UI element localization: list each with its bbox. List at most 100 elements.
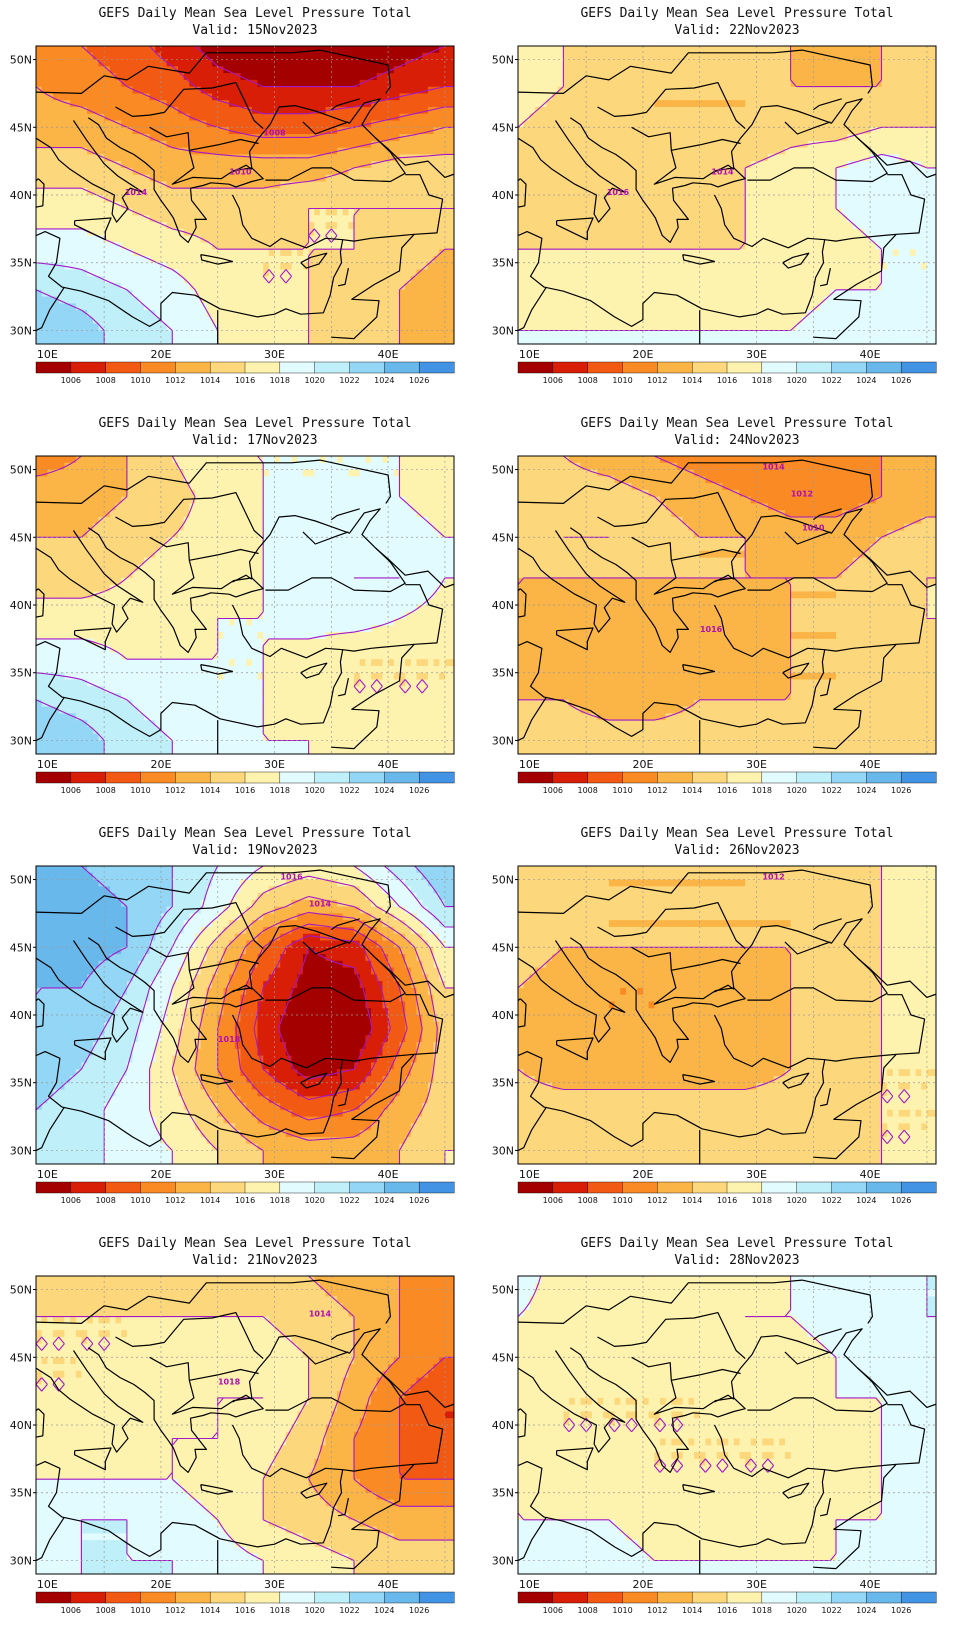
lat-tick-label: 30N: [492, 734, 514, 747]
lat-tick-label: 50N: [492, 54, 514, 67]
colorbar-label: 1022: [821, 1196, 841, 1205]
panel-title: GEFS Daily Mean Sea Level Pressure Total: [36, 6, 474, 22]
colorbar-label: 1026: [409, 1196, 429, 1205]
lat-tick-label: 50N: [492, 1284, 514, 1297]
panel-valid-date: Valid: 28Nov2023: [518, 1253, 956, 1269]
panel-valid-date: Valid: 24Nov2023: [518, 433, 956, 449]
lat-tick-label: 35N: [10, 257, 32, 270]
colorbar-label: 1020: [786, 1196, 806, 1205]
pressure-field: [36, 866, 454, 1164]
lat-tick-label: 45N: [492, 941, 514, 954]
colorbar-label: 1006: [61, 1196, 81, 1205]
colorbar-label: 1016: [235, 786, 255, 795]
colorbar-label: 1014: [200, 376, 220, 385]
lat-tick-label: 40N: [492, 1419, 514, 1432]
colorbar-label: 1022: [339, 1606, 359, 1615]
isobar-label: 1016: [607, 188, 630, 197]
colorbar-label: 1022: [821, 376, 841, 385]
isobar-label: 1016: [280, 873, 303, 882]
colorbar-label: 1018: [270, 786, 290, 795]
lon-tick-label: 20E: [150, 758, 171, 771]
colorbar-label: 1026: [891, 1196, 911, 1205]
lon-tick-label: 40E: [860, 1578, 881, 1591]
lat-tick-label: 30N: [492, 324, 514, 337]
colorbar-label: 1008: [95, 376, 115, 385]
colorbar-label: 1026: [891, 786, 911, 795]
lat-tick-label: 40N: [492, 599, 514, 612]
colorbar: 1006 1008 1010 1012 1014 1016 1018 1020 1022 1024…: [35, 361, 455, 385]
lat-tick-label: 50N: [492, 874, 514, 887]
lat-tick-label: 35N: [492, 667, 514, 680]
colorbar-label: 1020: [786, 376, 806, 385]
colorbar-label: 1010: [612, 786, 632, 795]
lat-tick-label: 35N: [492, 1487, 514, 1500]
lat-tick-label: 45N: [10, 121, 32, 134]
lat-tick-label: 30N: [10, 1554, 32, 1567]
pressure-field: [36, 46, 454, 344]
lat-tick-label: 30N: [492, 1554, 514, 1567]
lat-tick-label: 35N: [10, 667, 32, 680]
colorbar: 1006 1008 1010 1012 1014 1016 1018 1020 1022 1024…: [35, 771, 455, 795]
colorbar-label: 1018: [270, 1606, 290, 1615]
lat-tick-label: 50N: [10, 874, 32, 887]
colorbar-label: 1024: [856, 376, 876, 385]
colorbar-label: 1022: [339, 1196, 359, 1205]
lat-tick-label: 40N: [10, 189, 32, 202]
colorbar: 1006 1008 1010 1012 1014 1016 1018 1020 1022 1024…: [35, 1181, 455, 1205]
colorbar: 1006 1008 1010 1012 1014 1016 1018 1020 1022 1024…: [517, 1181, 937, 1205]
isobar-label: 1014: [711, 168, 734, 177]
colorbar-label: 1010: [130, 786, 150, 795]
lat-tick-label: 50N: [10, 1284, 32, 1297]
isobar-label: 1014: [762, 463, 785, 472]
colorbar-label: 1014: [200, 1606, 220, 1615]
isobars: [518, 1276, 936, 1562]
lat-tick-label: 35N: [492, 1077, 514, 1090]
colorbar-label: 1006: [543, 786, 563, 795]
colorbar-label: 1024: [374, 786, 394, 795]
lat-tick-label: 35N: [10, 1077, 32, 1090]
panel-title: GEFS Daily Mean Sea Level Pressure Total: [36, 416, 474, 432]
colorbar-label: 1026: [409, 1606, 429, 1615]
lon-tick-label: 30E: [264, 1578, 285, 1591]
pressure-field: [36, 456, 454, 754]
panel-title: GEFS Daily Mean Sea Level Pressure Total: [36, 826, 474, 842]
lon-tick-label: 30E: [264, 758, 285, 771]
colorbar-label: 1022: [339, 376, 359, 385]
colorbar-label: 1024: [374, 376, 394, 385]
lat-tick-label: 40N: [10, 599, 32, 612]
colorbar-label: 1008: [577, 786, 597, 795]
colorbar-label: 1012: [165, 786, 185, 795]
lat-tick-label: 30N: [10, 324, 32, 337]
isobar-label: 1012: [791, 490, 813, 499]
colorbar-label: 1008: [95, 1196, 115, 1205]
lon-tick-label: 30E: [746, 348, 767, 361]
lon-tick-label: 10E: [519, 1578, 540, 1591]
lon-tick-label: 10E: [519, 1168, 540, 1181]
colorbar-label: 1012: [165, 1196, 185, 1205]
colorbar-label: 1008: [577, 376, 597, 385]
lon-tick-label: 40E: [378, 348, 399, 361]
colorbar-label: 1010: [130, 1606, 150, 1615]
lon-tick-label: 20E: [150, 1168, 171, 1181]
lat-tick-label: 40N: [492, 1009, 514, 1022]
lon-tick-label: 20E: [632, 1168, 653, 1181]
colorbar: 1006 1008 1010 1012 1014 1016 1018 1020 1022 1024…: [35, 1591, 455, 1615]
panel-valid-date: Valid: 17Nov2023: [36, 433, 474, 449]
lon-tick-label: 30E: [746, 758, 767, 771]
colorbar-label: 1010: [130, 1196, 150, 1205]
map-panel: GEFS Daily Mean Sea Level Pressure Total…: [0, 1230, 480, 1640]
pressure-field: [518, 456, 936, 754]
colorbar-label: 1024: [856, 1196, 876, 1205]
lon-tick-label: 40E: [378, 1578, 399, 1591]
colorbar-label: 1008: [95, 1606, 115, 1615]
coastlines: [518, 1279, 936, 1574]
colorbar-label: 1014: [200, 1196, 220, 1205]
isobars: [36, 1276, 454, 1574]
pressure-field: [36, 1276, 454, 1574]
colorbar-label: 1006: [543, 376, 563, 385]
panel-valid-date: Valid: 21Nov2023: [36, 1253, 474, 1269]
